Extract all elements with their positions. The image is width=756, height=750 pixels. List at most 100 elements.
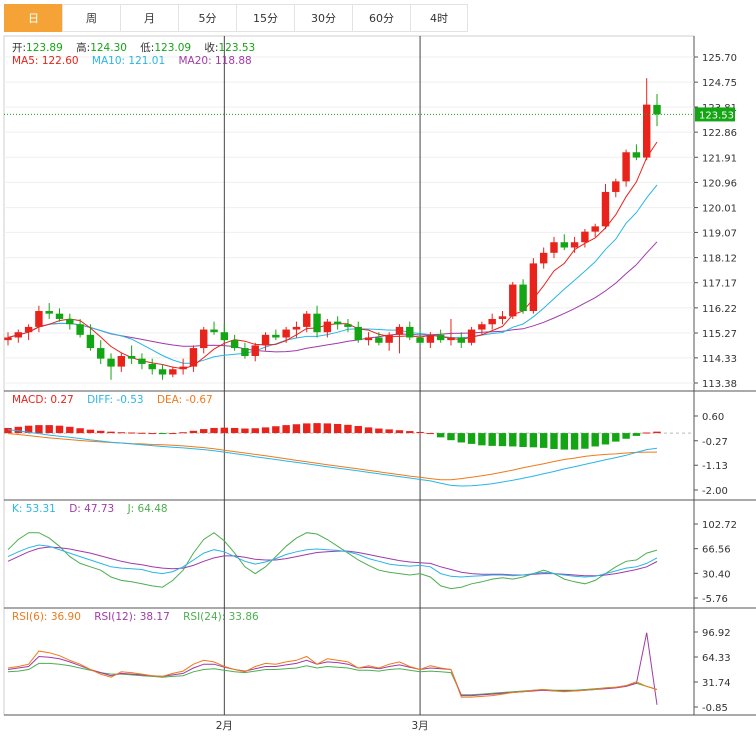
candle-body	[303, 313, 311, 327]
candle-body	[76, 324, 84, 335]
candle-body	[344, 324, 352, 327]
rsi-tick-label: 64.33	[702, 653, 731, 664]
macd-bar	[447, 433, 455, 441]
macd-bar	[601, 433, 610, 445]
macd-tick-label: -2.00	[702, 486, 728, 497]
candle-body	[416, 337, 424, 343]
candle-body	[200, 329, 208, 349]
price-tick-label: 113.38	[702, 379, 737, 390]
rsi6-line	[7, 650, 658, 698]
price-tick-label: 114.33	[702, 354, 737, 365]
macd-bar	[14, 426, 23, 434]
macd-bar	[622, 433, 630, 439]
macd-tick-label: 0.60	[702, 412, 724, 423]
last-price-label: 123.53	[699, 110, 734, 121]
candle-body	[333, 321, 342, 325]
macd-bar	[127, 432, 136, 434]
candle-body	[14, 332, 23, 338]
candle-body	[313, 313, 321, 333]
candle-body	[529, 263, 538, 312]
candle-body	[581, 231, 589, 243]
candle-body	[272, 334, 280, 338]
macd-bar	[189, 430, 198, 434]
candle-body	[354, 326, 362, 341]
candle-body	[457, 337, 465, 343]
candle-body	[4, 337, 12, 341]
candle-body	[395, 326, 404, 335]
tab-7[interactable]: 4时	[410, 4, 468, 32]
macd-bar	[550, 433, 558, 450]
tab-6[interactable]: 60分	[352, 4, 410, 32]
dea-line	[7, 433, 657, 481]
macd-bar	[344, 424, 352, 434]
candle-body	[169, 369, 177, 375]
candle-body	[127, 356, 136, 359]
rsi6-legend: RSI(6): 36.90	[12, 611, 81, 623]
kdj-tick-label: -5.76	[702, 594, 728, 605]
candle-body	[467, 329, 476, 343]
macd-bar	[261, 427, 270, 434]
candle-body	[86, 334, 95, 349]
rsi-tick-label: 96.92	[702, 628, 731, 639]
tab-1[interactable]: 周	[62, 4, 120, 32]
candle-body	[282, 329, 290, 338]
price-tick-label: 116.22	[702, 304, 737, 315]
tab-4[interactable]: 15分	[236, 4, 294, 32]
rsi-tick-label: -0.85	[702, 703, 728, 714]
ma10-line	[7, 184, 658, 364]
candle-body	[539, 252, 548, 264]
candle-body	[230, 340, 239, 349]
candle-body	[375, 337, 383, 343]
price-tick-label: 122.86	[702, 128, 737, 139]
candle-body	[591, 226, 599, 232]
rsi24-legend: RSI(24): 33.86	[183, 611, 259, 623]
candle-body	[406, 326, 414, 338]
macd-bar	[467, 433, 476, 444]
macd-bar	[406, 431, 414, 434]
macd-bar	[612, 433, 620, 442]
kdj-legend: K: 53.31 D: 47.73 J: 64.48	[12, 503, 178, 515]
macd-bar	[179, 432, 187, 434]
macd-legend: MACD: 0.27 DIFF: -0.53 DEA: -0.67	[12, 394, 223, 406]
tab-0[interactable]: 日	[4, 4, 62, 32]
macd-bar	[591, 433, 599, 447]
macd-bar	[241, 428, 249, 434]
kdj-tick-label: 66.56	[702, 545, 731, 556]
macd-bar	[169, 433, 177, 435]
macd-bar	[76, 428, 84, 434]
candle-body	[138, 358, 146, 364]
ohlc-legend: 开:123.89 高:124.30 低:123.09 收:123.53	[12, 40, 265, 55]
tab-3[interactable]: 5分	[178, 4, 236, 32]
price-tick-label: 115.27	[702, 329, 737, 340]
macd-tick-label: -1.13	[702, 461, 728, 472]
macd-bar	[138, 432, 146, 434]
dea-legend: DEA: -0.67	[156, 394, 213, 406]
macd-bar	[509, 433, 517, 447]
price-tick-label: 118.12	[702, 254, 737, 265]
tab-2[interactable]: 月	[120, 4, 178, 32]
macd-bar	[292, 424, 301, 434]
macd-bar	[632, 433, 641, 436]
candle-body	[292, 326, 301, 330]
macd-bar	[66, 426, 74, 434]
last-price-badge	[695, 107, 735, 122]
price-tick-label: 120.01	[702, 204, 737, 215]
macd-bar	[4, 427, 12, 434]
candle-body	[323, 321, 332, 333]
candle-body	[45, 311, 53, 314]
candle-body	[570, 242, 579, 248]
ma10-legend: MA10: 121.01	[91, 55, 166, 67]
macd-bar	[529, 433, 538, 448]
kdj-tick-label: 30.40	[702, 569, 731, 580]
rsi24-line	[7, 662, 658, 696]
kdj-tick-label: 102.72	[702, 520, 737, 531]
candle-body	[35, 311, 43, 327]
macd-bar	[24, 425, 33, 434]
macd-bar	[375, 428, 383, 434]
macd-bar	[488, 433, 496, 446]
macd-bar	[457, 433, 465, 443]
macd-bar	[86, 429, 95, 434]
tab-5[interactable]: 30分	[294, 4, 352, 32]
rsi12-line	[7, 632, 658, 705]
price-tick-label: 125.70	[702, 53, 737, 64]
